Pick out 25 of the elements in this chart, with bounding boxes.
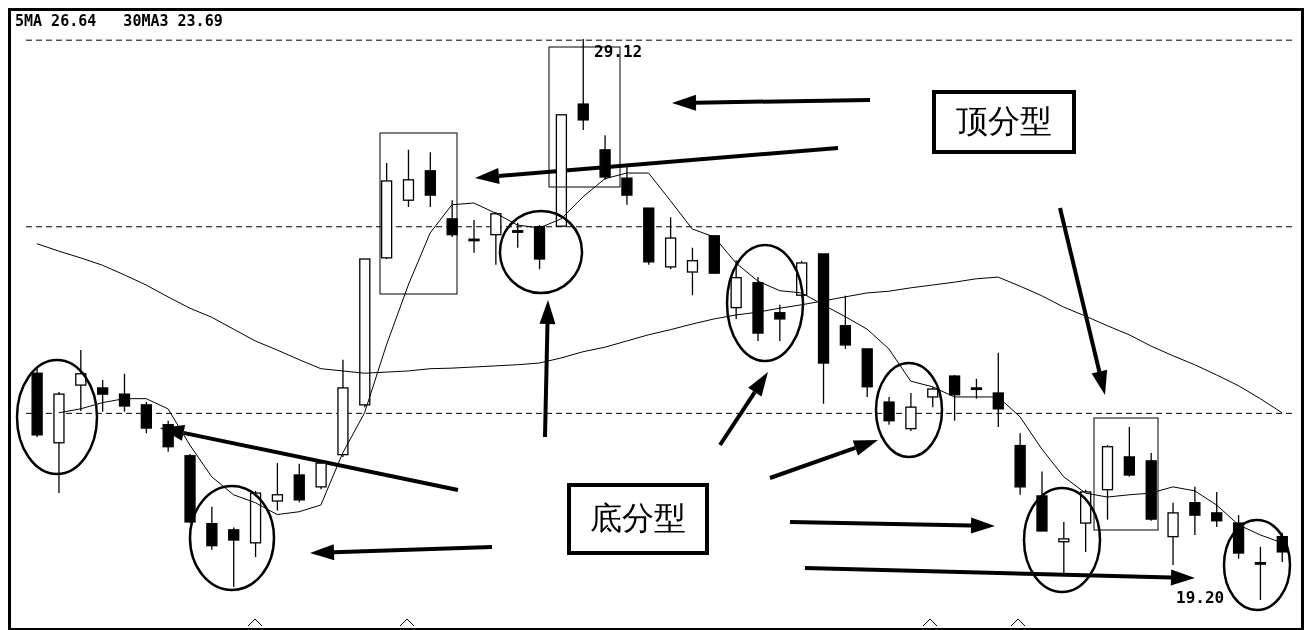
candlestick [774,304,786,342]
candlestick [315,460,327,490]
candlestick [1189,486,1201,536]
candlestick [970,378,983,400]
candlestick [839,295,852,350]
candlestick [1211,491,1223,528]
candlestick [162,420,174,453]
candlestick [75,349,87,412]
annotation: 底分型 [567,483,709,555]
candlestick [118,373,131,413]
candlestick [686,247,699,296]
annotation: 顶分型 [932,90,1076,154]
candlestick [97,379,109,413]
candlestick [402,149,415,208]
candlestick [1058,521,1070,576]
candlestick [1254,546,1267,601]
candlestick [228,526,240,588]
candlestick [927,386,939,408]
candlestick [1167,502,1179,566]
candlestick [206,506,218,551]
candlestick [271,462,284,512]
text: 5MA 26.64 30MA3 23.69 [15,12,223,30]
candlestick [1123,426,1136,478]
annotation: 19.20 [1176,588,1225,607]
annotation: 29.12 [594,42,643,61]
